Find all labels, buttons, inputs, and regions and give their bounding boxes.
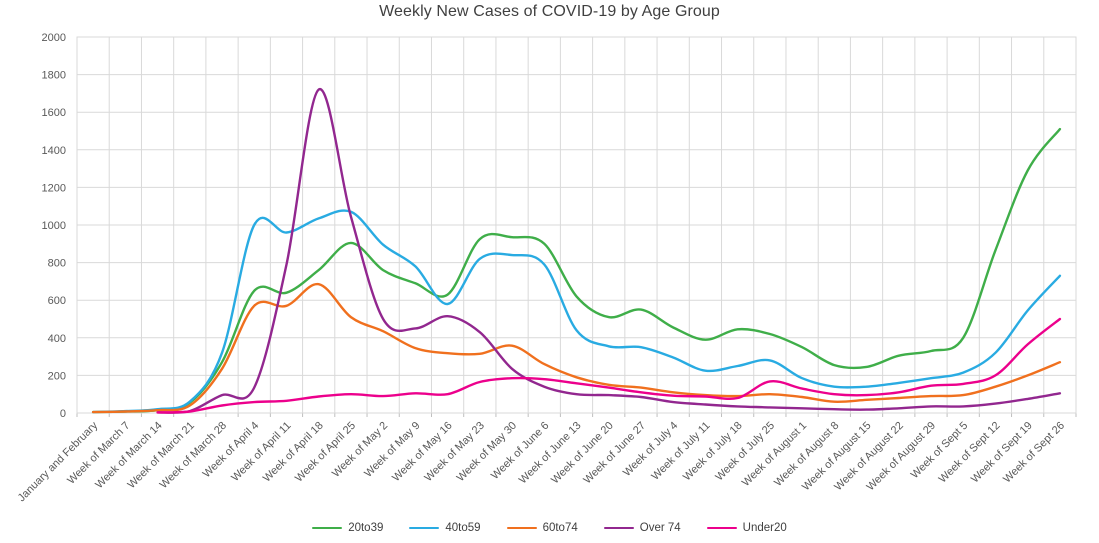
x-tick-label: Week of Sept 5 xyxy=(909,420,971,482)
legend-line-swatch xyxy=(506,526,537,530)
y-tick-label: 1800 xyxy=(42,70,66,82)
series-line-under20 xyxy=(156,317,1062,414)
y-tick-label: 800 xyxy=(48,258,66,270)
legend-item-under20: Under20 xyxy=(706,522,787,534)
legend-line-swatch xyxy=(603,526,634,530)
series-20to39 xyxy=(91,127,1062,414)
y-tick-label: 200 xyxy=(48,370,66,382)
legend-label: Under20 xyxy=(742,522,787,534)
series-under20 xyxy=(156,317,1062,414)
legend-item-60to74: 60to74 xyxy=(506,522,578,534)
y-tick-label: 1200 xyxy=(42,182,66,194)
series-60to74 xyxy=(91,282,1062,414)
series-line-over-74 xyxy=(156,88,1062,414)
legend-item-20to39: 20to39 xyxy=(312,522,383,534)
series-over-74 xyxy=(156,88,1062,414)
x-tick-label: Week of Sept 26 xyxy=(1001,420,1067,486)
legend-label: 60to74 xyxy=(542,522,578,534)
chart-title: Weekly New Cases of COVID-19 by Age Grou… xyxy=(379,3,720,20)
y-tick-label: 1400 xyxy=(42,145,66,157)
y-tick-label: 600 xyxy=(48,295,66,307)
legend-label: 20to39 xyxy=(348,522,384,534)
y-tick-label: 1600 xyxy=(42,107,66,119)
series-40to59 xyxy=(91,209,1062,414)
y-tick-label: 0 xyxy=(60,408,66,420)
legend-line-swatch xyxy=(312,526,343,530)
legend-line-swatch xyxy=(409,526,440,530)
y-tick-label: 2000 xyxy=(42,32,66,44)
series-line-20to39 xyxy=(91,127,1062,414)
legend-label: Over 74 xyxy=(639,522,681,534)
legend-item-40to59: 40to59 xyxy=(409,522,481,534)
legend-label: 40to59 xyxy=(445,522,481,534)
x-tick-label: Week of June 6 xyxy=(489,420,551,482)
series-line-60to74 xyxy=(91,282,1062,414)
legend-item-over-74: Over 74 xyxy=(603,522,681,534)
legend-line-swatch xyxy=(706,526,737,530)
y-tick-label: 400 xyxy=(48,333,66,345)
x-tick-label: Week of July 25 xyxy=(713,420,777,484)
x-tick-label: Week of April 4 xyxy=(201,420,262,481)
series-line-40to59 xyxy=(91,209,1062,414)
gridlines xyxy=(76,36,1077,417)
chart-legend: 20to39 40to59 60to74 Over 74 Under20 xyxy=(0,522,1099,534)
y-tick-label: 1000 xyxy=(42,220,66,232)
plot-border xyxy=(76,36,1077,414)
x-tick-label: Week of July 11 xyxy=(649,420,712,483)
x-tick-label: Week of July 18 xyxy=(681,420,745,484)
x-tick-label: Week of May 2 xyxy=(330,420,390,480)
